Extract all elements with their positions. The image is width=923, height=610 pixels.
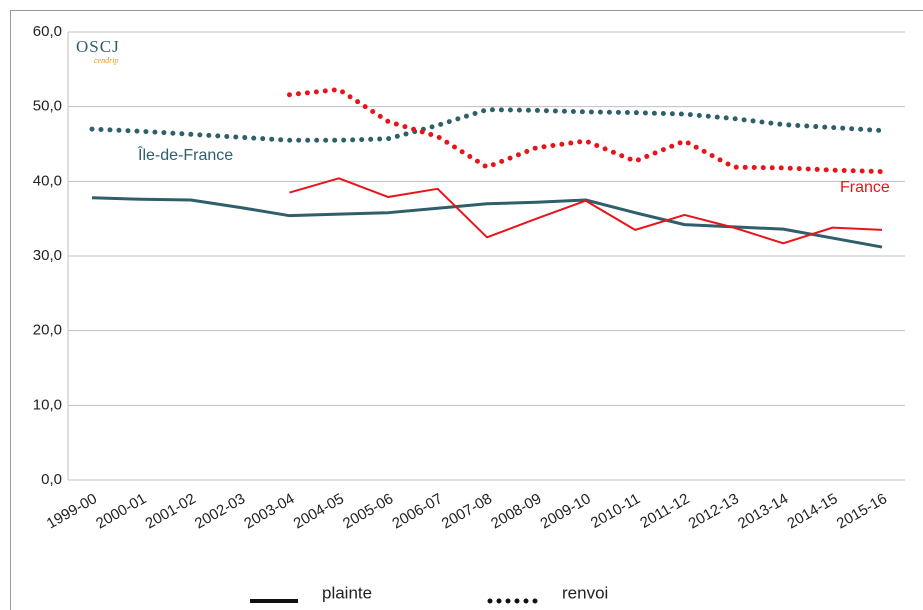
series-annotation: Île-de-France: [137, 145, 233, 164]
y-tick-label: 0,0: [41, 471, 62, 488]
x-tick-label: 2000-01: [93, 490, 149, 532]
y-tick-label: 10,0: [33, 396, 62, 413]
series-line: [287, 86, 885, 175]
x-tick-label: 2012-13: [686, 490, 742, 532]
x-tick-label: 2007-08: [439, 490, 495, 532]
x-tick-label: 2004-05: [291, 490, 347, 532]
y-tick-label: 20,0: [33, 322, 62, 339]
x-tick-label: 2013-14: [735, 490, 791, 532]
logo-subtitle: cendrip: [94, 56, 118, 65]
y-tick-label: 30,0: [33, 247, 62, 264]
series-line: [91, 196, 883, 249]
x-tick-label: 1999-00: [44, 490, 100, 532]
x-tick-label: 2003-04: [241, 490, 297, 532]
x-tick-label: 2009-10: [538, 490, 594, 532]
x-tick-label: 2008-09: [488, 490, 544, 532]
legend-label: plainte: [322, 583, 372, 602]
chart-frame: [10, 10, 923, 610]
x-tick-label: 2005-06: [340, 490, 396, 532]
y-tick-label: 50,0: [33, 98, 62, 115]
x-tick-label: 2006-07: [389, 490, 445, 532]
series-line: [89, 107, 885, 143]
series-annotation: France: [840, 179, 890, 196]
logo-title: OSCJ: [76, 37, 120, 56]
x-tick-label: 2014-15: [784, 490, 840, 532]
x-tick-label: 2001-02: [143, 490, 199, 532]
y-tick-label: 40,0: [33, 172, 62, 189]
x-tick-label: 2015-16: [834, 490, 890, 532]
x-tick-label: 2002-03: [192, 490, 248, 532]
x-tick-label: 2011-12: [637, 490, 692, 532]
x-tick-label: 2010-11: [588, 490, 643, 532]
legend-label: renvoi: [562, 583, 608, 602]
y-tick-label: 60,0: [33, 23, 62, 40]
series-line: [289, 177, 883, 245]
